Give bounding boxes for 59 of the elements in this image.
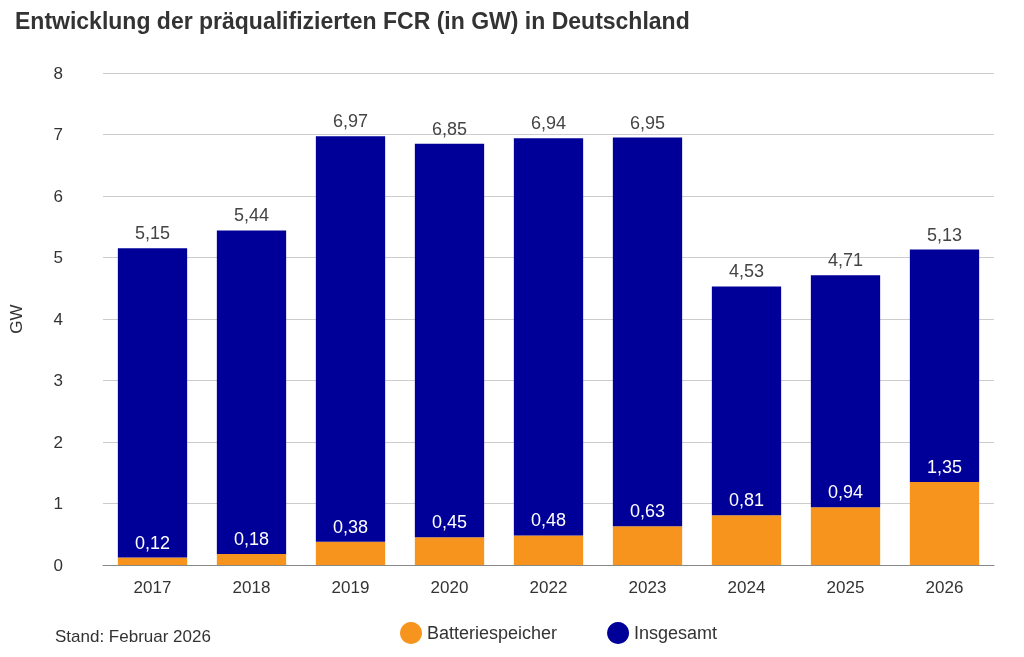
bar (414, 143, 485, 538)
x-tick-label: 2018 (232, 578, 271, 597)
chart-title: Entwicklung der präqualifizierten FCR (in GW) in Deutschland (15, 7, 690, 34)
bar (711, 286, 782, 516)
data-label: 0,18 (233, 528, 270, 549)
x-tick-label: 2017 (133, 578, 172, 597)
x-tick-label: 2025 (826, 578, 865, 597)
bar (711, 515, 782, 565)
total-label: 5,44 (233, 205, 270, 226)
bar (513, 138, 584, 536)
bar (414, 537, 485, 565)
y-tick-label: 8 (53, 63, 63, 83)
total-label: 4,53 (728, 261, 765, 282)
total-label: 6,95 (629, 112, 666, 133)
bar (315, 541, 386, 565)
data-label: 0,12 (134, 532, 171, 553)
bar (810, 507, 881, 565)
y-axis-title: GW (7, 304, 26, 334)
bar (810, 275, 881, 508)
total-label: 5,13 (926, 224, 963, 245)
data-label: 0,38 (332, 516, 369, 537)
x-tick-label: 2019 (331, 578, 370, 597)
total-label: 6,94 (530, 113, 567, 134)
y-tick-label: 5 (53, 248, 63, 267)
data-label: 0,94 (827, 482, 864, 503)
bar (216, 553, 287, 565)
text: Stand: Februar 2026 (55, 627, 211, 646)
data-label: 0,81 (728, 490, 765, 511)
y-tick-label: 7 (53, 125, 63, 144)
bar (612, 526, 683, 565)
total-label: 5,15 (134, 223, 171, 244)
total-label: 6,85 (431, 118, 468, 139)
x-tick-label: 2024 (727, 578, 766, 597)
bar (216, 230, 287, 554)
y-tick-label: 0 (53, 555, 63, 575)
y-tick-label: 3 (53, 371, 63, 390)
y-tick-label: 2 (53, 432, 63, 452)
y-tick-label: 1 (53, 494, 63, 513)
bar (117, 557, 188, 565)
bar (909, 249, 980, 482)
total-label: 6,97 (332, 111, 369, 132)
bar (909, 481, 980, 565)
x-tick-label: 2022 (529, 578, 568, 597)
x-tick-label: 2023 (628, 578, 667, 597)
total-label: 4,71 (827, 250, 864, 271)
legend-label: Insgesamt (634, 623, 718, 643)
x-tick-label: 2020 (430, 578, 469, 597)
data-label: 0,45 (431, 512, 468, 533)
bar (513, 535, 584, 565)
y-tick-label: 4 (53, 309, 63, 329)
legend-label: Batteriespeicher (427, 623, 558, 643)
bar (612, 137, 683, 527)
bar (117, 248, 188, 558)
x-tick-label: 2026 (925, 578, 964, 597)
data-label: 0,48 (530, 510, 567, 531)
bar (315, 136, 386, 542)
y-tick-label: 6 (53, 186, 63, 206)
data-label: 1,35 (926, 456, 963, 477)
data-label: 0,63 (629, 501, 666, 522)
